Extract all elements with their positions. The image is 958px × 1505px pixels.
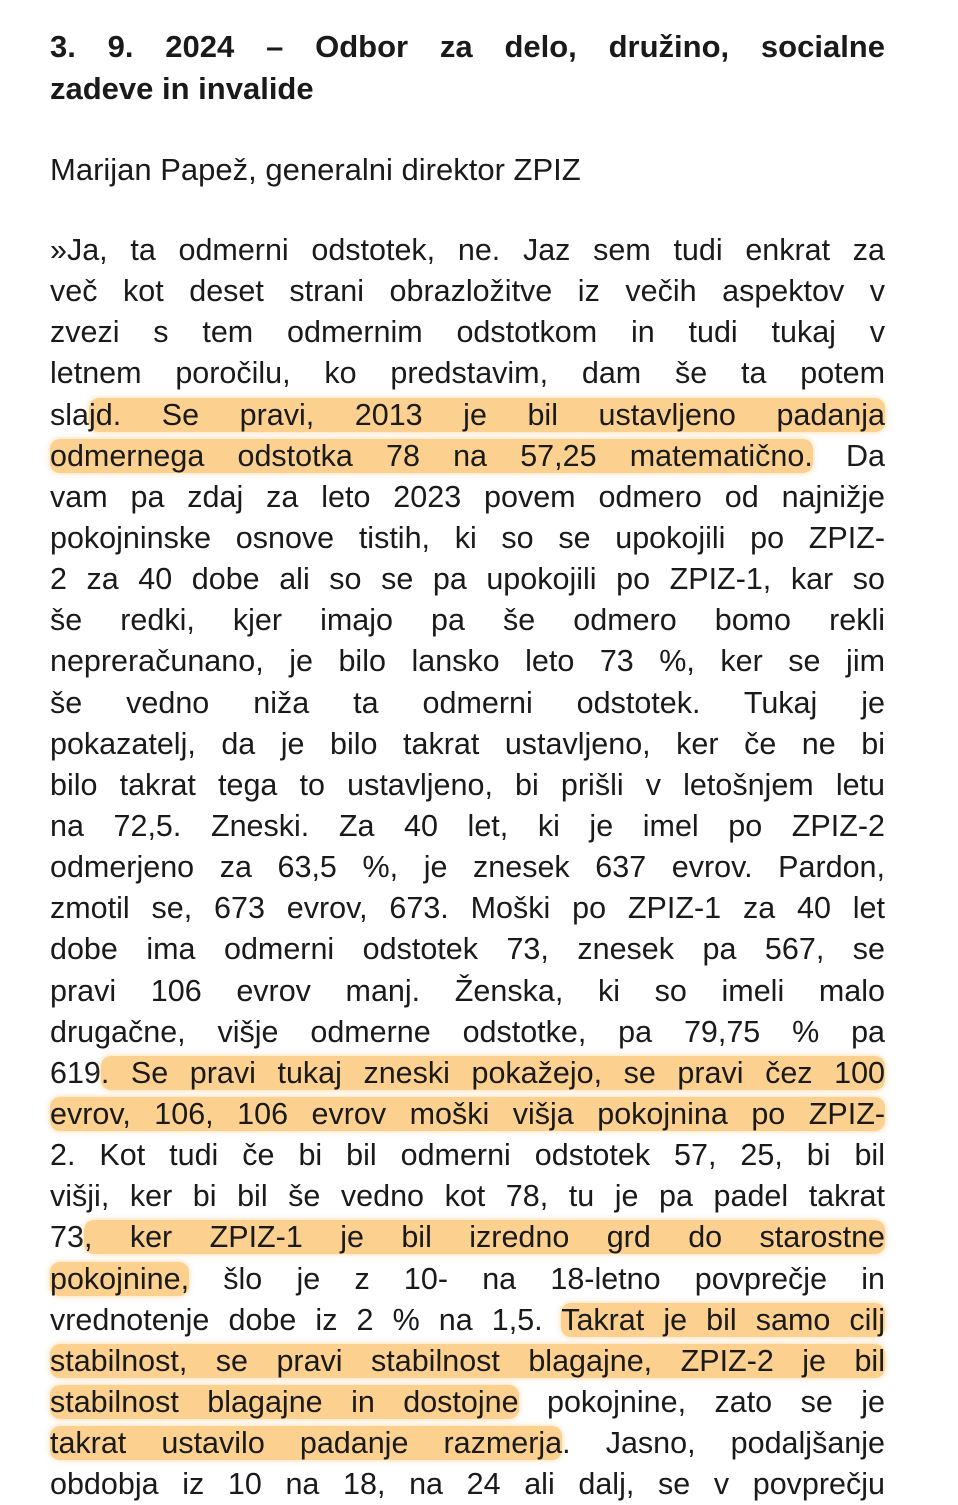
text-line: takrat ustavilo padanje razmerja. Jasno,… [50, 1423, 885, 1464]
text-line: dobe ima odmerni odstotek 73, znesek pa … [50, 929, 885, 970]
text-segment: višji, ker bi bil še vedno kot 78, tu je… [50, 1179, 885, 1214]
text-line: letnem poročilu, ko predstavim, dam še t… [50, 353, 885, 394]
highlighted-text: takrat ustavilo padanje razmerja [50, 1426, 563, 1461]
text-line: odmerjeno za 63,5 %, je znesek 637 evrov… [50, 847, 885, 888]
text-segment: 73 [50, 1220, 84, 1255]
text-line: bilo takrat tega to ustavljeno, bi prišl… [50, 765, 885, 806]
document-title: 3. 9. 2024 – Odbor za delo, družino, soc… [50, 26, 885, 110]
highlighted-text: jd. Se pravi, 2013 je bil ustavljeno pad… [89, 397, 885, 432]
highlighted-text: Takrat je bil samo cilj [561, 1302, 885, 1337]
text-line: evrov, 106, 106 evrov moški višja pokojn… [50, 1094, 885, 1135]
text-segment: zmotil se, 673 evrov, 673. Moški po ZPIZ… [50, 891, 885, 926]
highlighted-text: evrov, 106, 106 evrov moški višja pokojn… [50, 1096, 885, 1131]
text-segment: še redki, kjer imajo pa še odmero bomo r… [50, 603, 885, 638]
text-line: pokazatelj, da je bilo takrat ustavljeno… [50, 724, 885, 765]
text-line: 73, ker ZPIZ-1 je bil izredno grd do sta… [50, 1217, 885, 1258]
title-line-1: 3. 9. 2024 – Odbor za delo, družino, soc… [50, 29, 885, 64]
text-line: zmotil se, 673 evrov, 673. Moški po ZPIZ… [50, 888, 885, 929]
text-line: 619. Se pravi tukaj zneski pokažejo, se … [50, 1053, 885, 1094]
text-line: pravi 106 evrov manj. Ženska, ki so imel… [50, 971, 885, 1012]
text-line: stabilnost, se pravi stabilnost blagajne… [50, 1341, 885, 1382]
text-segment: Da [812, 438, 885, 473]
text-line: »Ja, ta odmerni odstotek, ne. Jaz sem tu… [50, 230, 885, 271]
text-line: pokojninske osnove tistih, ki so se upok… [50, 518, 885, 559]
text-segment: letnem poročilu, ko predstavim, dam še t… [50, 356, 885, 391]
text-segment: 2 za 40 dobe ali so se pa upokojili po Z… [50, 562, 885, 597]
text-line: več kot deset strani obrazložitve iz več… [50, 271, 885, 312]
text-line: vrednotenje dobe iz 2 % na 1,5. Takrat j… [50, 1300, 885, 1341]
text-line: obdobja iz 10 na 18, na 24 ali dalj, se … [50, 1464, 885, 1505]
highlighted-text: stabilnost, se pravi stabilnost blagajne… [50, 1343, 885, 1378]
text-line: zvezi s tem odmernim odstotkom in tudi t… [50, 312, 885, 353]
quote-body: »Ja, ta odmerni odstotek, ne. Jaz sem tu… [50, 230, 885, 1505]
text-line: še vedno niža ta odmerni odstotek. Tukaj… [50, 683, 885, 724]
text-segment: vrednotenje dobe iz 2 % na 1,5. [50, 1302, 562, 1337]
text-segment: nepreračunano, je bilo lansko leto 73 %,… [50, 644, 885, 679]
text-segment: še vedno niža ta odmerni odstotek. Tukaj… [50, 685, 885, 720]
text-line: stabilnost blagajne in dostojne pokojnin… [50, 1382, 885, 1423]
text-segment: 2. Kot tudi če bi bil odmerni odstotek 5… [50, 1138, 885, 1173]
text-segment: 619 [50, 1055, 101, 1090]
text-line: nepreračunano, je bilo lansko leto 73 %,… [50, 641, 885, 682]
text-segment: pokojnine, zato se je [518, 1384, 885, 1419]
text-line: 2 za 40 dobe ali so se pa upokojili po Z… [50, 559, 885, 600]
text-line: drugačne, višje odmerne odstotke, pa 79,… [50, 1012, 885, 1053]
text-segment: pravi 106 evrov manj. Ženska, ki so imel… [50, 973, 885, 1008]
text-segment: obdobja iz 10 na 18, na 24 ali dalj, se … [50, 1467, 885, 1502]
text-line: odmernega odstotka 78 na 57,25 matematič… [50, 436, 885, 477]
text-segment: . Jasno, podaljšanje [562, 1426, 885, 1461]
highlighted-text: stabilnost blagajne in dostojne [50, 1384, 519, 1419]
highlighted-text: odmernega odstotka 78 na 57,25 matematič… [50, 438, 813, 473]
text-line: pokojnine, šlo je z 10- na 18-letno povp… [50, 1259, 885, 1300]
text-line: slajd. Se pravi, 2013 je bil ustavljeno … [50, 395, 885, 436]
text-line: vam pa zdaj za leto 2023 povem odmero od… [50, 477, 885, 518]
text-segment: zvezi s tem odmernim odstotkom in tudi t… [50, 315, 885, 350]
text-segment: sla [50, 397, 89, 432]
text-segment: šlo je z 10- na 18-letno povprečje in [189, 1261, 885, 1296]
highlighted-text: . Se pravi tukaj zneski pokažejo, se pra… [100, 1055, 885, 1090]
title-line-2: zadeve in invalide [50, 71, 314, 106]
text-line: 2. Kot tudi če bi bil odmerni odstotek 5… [50, 1135, 885, 1176]
text-segment: pokojninske osnove tistih, ki so se upok… [50, 520, 885, 555]
text-segment: na 72,5. Zneski. Za 40 let, ki je imel p… [50, 808, 885, 843]
text-segment: »Ja, ta odmerni odstotek, ne. Jaz sem tu… [50, 233, 885, 267]
text-line: višji, ker bi bil še vedno kot 78, tu je… [50, 1176, 885, 1217]
text-segment: več kot deset strani obrazložitve iz več… [50, 274, 885, 309]
text-segment: bilo takrat tega to ustavljeno, bi prišl… [50, 767, 885, 802]
text-segment: odmerjeno za 63,5 %, je znesek 637 evrov… [50, 850, 885, 885]
text-line: na 72,5. Zneski. Za 40 let, ki je imel p… [50, 806, 885, 847]
text-segment: dobe ima odmerni odstotek 73, znesek pa … [50, 932, 885, 967]
text-segment: vam pa zdaj za leto 2023 povem odmero od… [50, 479, 885, 514]
highlighted-text: pokojnine, [50, 1261, 190, 1296]
text-line: še redki, kjer imajo pa še odmero bomo r… [50, 600, 885, 641]
highlighted-text: , ker ZPIZ-1 je bil izredno grd do staro… [83, 1220, 885, 1255]
text-segment: drugačne, višje odmerne odstotke, pa 79,… [50, 1014, 885, 1049]
speaker-name: Marijan Papež, generalni direktor ZPIZ [50, 152, 581, 187]
text-segment: pokazatelj, da je bilo takrat ustavljeno… [50, 726, 885, 761]
